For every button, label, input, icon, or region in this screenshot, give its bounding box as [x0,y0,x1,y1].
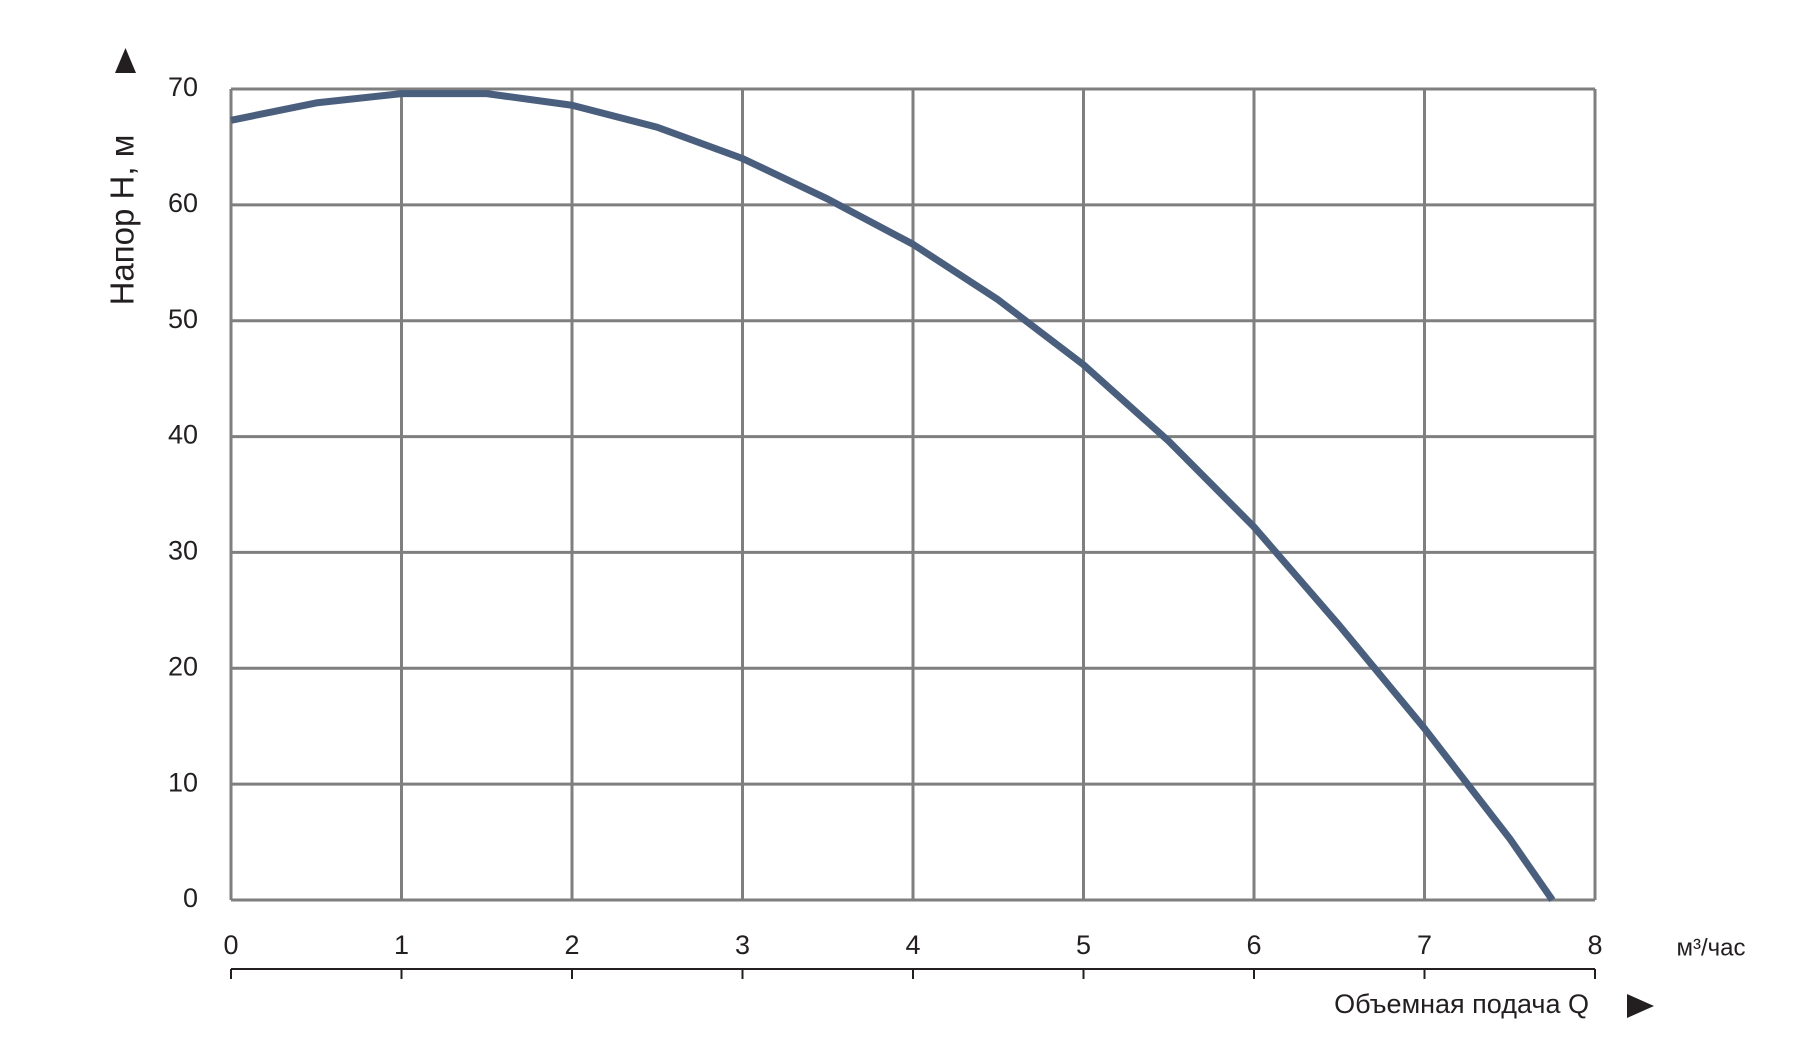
x-tick-label: 6 [1246,930,1261,960]
y-axis-label: Напор H, м [104,135,141,306]
x-tick-label: 0 [223,930,238,960]
x-axis-label: Объемная подача Q [1334,989,1589,1019]
y-tick-label: 10 [168,767,198,797]
x-tick-label: 7 [1417,930,1432,960]
y-tick-label: 40 [168,420,198,450]
x-unit-label: м³/час [1676,934,1745,961]
y-tick-label: 70 [168,72,198,102]
y-tick-label: 20 [168,651,198,681]
x-tick-label: 2 [564,930,579,960]
y-arrow [115,48,136,73]
x-tick-label: 1 [394,930,409,960]
curve [230,90,1556,902]
x-tick-label: 8 [1587,930,1602,960]
y-tick-label: 50 [168,304,198,334]
x-arrow [1627,994,1654,1018]
x-tick-label: 4 [905,930,920,960]
y-tick-label: 30 [168,536,198,566]
x-tick-label: 3 [735,930,750,960]
y-tick-label: 0 [183,883,198,913]
x-tick-label: 5 [1076,930,1091,960]
y-tick-label: 60 [168,188,198,218]
